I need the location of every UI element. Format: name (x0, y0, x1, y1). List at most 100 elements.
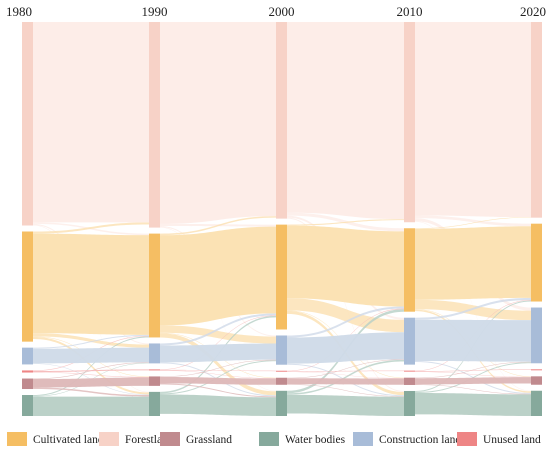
flow-cultivated-land-to-construction-land-2010-2020 (415, 299, 531, 321)
flow-grassland-to-construction-land-2000-2010 (287, 359, 404, 379)
flow-water-bodies-to-water-bodies-1980-1990 (33, 396, 149, 416)
node-grassland-2000 (276, 377, 287, 385)
node-cultivated-land-2020 (531, 223, 542, 302)
flow-grassland-to-grassland-1980-1990 (33, 377, 149, 388)
legend-label-cultivated-land: Cultivated land (33, 434, 104, 446)
node-forestland-1980 (22, 22, 33, 226)
legend-label-construction-land: Construction land (379, 434, 461, 446)
node-water-bodies-2010 (404, 390, 415, 416)
flow-water-bodies-to-water-bodies-2000-2010 (287, 394, 404, 416)
node-construction-land-2000 (276, 335, 287, 365)
flow-cultivated-land-to-construction-land-1990-2000 (160, 325, 276, 344)
flow-forestland-to-forestland-2010-2020 (415, 22, 531, 218)
node-grassland-2020 (531, 376, 542, 385)
legend-swatch-construction-land (353, 432, 373, 446)
flow-cultivated-land-to-water-bodies-1990-2000 (160, 333, 276, 396)
flow-cultivated-land-to-construction-land-2000-2010 (287, 298, 404, 333)
flow-water-bodies-to-construction-land-2010-2020 (415, 362, 531, 394)
flow-water-bodies-to-construction-land-2000-2010 (287, 359, 404, 395)
legend-swatch-unused-land (457, 432, 477, 446)
legend-swatch-water-bodies (259, 432, 279, 446)
flow-unused-land-to-grassland-1990-2000 (160, 370, 276, 379)
flow-construction-land-to-cultivated-land-2010-2020 (415, 297, 531, 320)
legend-item-grassland: Grassland (160, 432, 232, 446)
year-label-2000: 2000 (269, 4, 295, 19)
flow-cultivated-land-to-water-bodies-1980-1990 (33, 336, 149, 395)
legend-label-grassland: Grassland (186, 434, 232, 446)
node-grassland-2010 (404, 377, 415, 385)
node-layer (22, 22, 542, 416)
flow-grassland-to-water-bodies-2010-2020 (415, 384, 531, 395)
flow-forestland-to-water-bodies-2000-2010 (287, 217, 404, 393)
flow-forestland-to-forestland-1990-2000 (160, 22, 276, 224)
flow-cultivated-land-to-forestland-1990-2000 (160, 216, 276, 236)
flow-unused-land-to-grassland-1980-1990 (33, 372, 149, 378)
node-unused-land-2020 (531, 369, 542, 371)
flow-unused-land-to-unused-land-2000-2010 (287, 370, 404, 372)
legend-item-unused-land: Unused land (457, 432, 541, 446)
year-label-1980: 1980 (6, 4, 32, 19)
flow-grassland-to-water-bodies-1990-2000 (160, 383, 276, 398)
flow-cultivated-land-to-cultivated-land-2010-2020 (415, 226, 531, 300)
flow-grassland-to-grassland-1990-2000 (160, 376, 276, 385)
legend-item-water-bodies: Water bodies (259, 432, 346, 446)
node-cultivated-land-1990 (149, 233, 160, 338)
flow-cultivated-land-to-forestland-2000-2010 (287, 219, 404, 226)
flow-water-bodies-to-cultivated-land-1980-1990 (33, 336, 149, 397)
node-unused-land-1990 (149, 369, 160, 371)
node-cultivated-land-2010 (404, 228, 415, 312)
flow-grassland-to-construction-land-1990-2000 (160, 359, 276, 377)
legend-item-cultivated-land: Cultivated land (7, 432, 104, 446)
node-construction-land-1990 (149, 343, 160, 364)
node-water-bodies-1990 (149, 391, 160, 416)
node-construction-land-2020 (531, 307, 542, 364)
flow-cultivated-land-to-cultivated-land-2000-2010 (287, 225, 404, 307)
flow-forestland-to-forestland-2000-2010 (287, 22, 404, 220)
node-construction-land-1980 (22, 347, 33, 365)
flow-unused-land-to-grassland-2010-2020 (415, 371, 531, 378)
flow-construction-land-to-cultivated-land-1980-1990 (33, 334, 149, 349)
node-water-bodies-2000 (276, 390, 287, 416)
flow-construction-land-to-construction-land-2000-2010 (287, 332, 404, 364)
legend-item-construction-land: Construction land (353, 432, 461, 446)
flow-cultivated-land-to-construction-land-1980-1990 (33, 333, 149, 348)
node-forestland-2020 (531, 22, 542, 218)
year-label-1990: 1990 (142, 4, 168, 19)
flow-unused-land-to-unused-land-1980-1990 (33, 369, 149, 373)
flow-unused-land-to-unused-land-2010-2020 (415, 369, 531, 372)
flow-construction-land-to-cultivated-land-1990-2000 (160, 313, 276, 346)
flow-layer (33, 22, 531, 416)
flow-cultivated-land-to-forestland-2010-2020 (415, 217, 531, 229)
node-grassland-1980 (22, 378, 33, 390)
node-unused-land-2010 (404, 370, 415, 372)
flow-grassland-to-water-bodies-2000-2010 (287, 384, 404, 397)
node-unused-land-2000 (276, 370, 287, 372)
flow-forestland-to-forestland-1980-1990 (33, 22, 149, 223)
node-forestland-2000 (276, 22, 287, 219)
node-water-bodies-1980 (22, 395, 33, 416)
flow-construction-land-to-construction-land-2010-2020 (415, 319, 531, 362)
legend-label-water-bodies: Water bodies (285, 434, 346, 446)
year-label-2020: 2020 (520, 4, 546, 19)
node-cultivated-land-1980 (22, 231, 33, 342)
flow-grassland-to-construction-land-2010-2020 (415, 361, 531, 379)
node-cultivated-land-2000 (276, 224, 287, 330)
flow-unused-land-to-cultivated-land-1990-2000 (160, 315, 276, 370)
flow-grassland-to-grassland-2000-2010 (287, 378, 404, 385)
legend-label-unused-land: Unused land (483, 434, 541, 446)
flow-unused-land-to-unused-land-1990-2000 (160, 369, 276, 372)
legend: Cultivated land Forestland Grassland Water … (7, 432, 541, 446)
legend-swatch-grassland (160, 432, 180, 446)
node-grassland-1990 (149, 376, 160, 386)
node-construction-land-2010 (404, 317, 415, 365)
flow-grassland-to-grassland-2010-2020 (415, 377, 531, 385)
flow-cultivated-land-to-forestland-1980-1990 (33, 222, 149, 234)
flow-grassland-to-water-bodies-1980-1990 (33, 387, 149, 397)
year-label-2010: 2010 (397, 4, 423, 19)
flow-construction-land-to-cultivated-land-2000-2010 (287, 306, 404, 338)
flow-unused-land-to-grassland-2000-2010 (287, 371, 404, 379)
flow-cultivated-land-to-cultivated-land-1990-2000 (160, 226, 276, 326)
flow-construction-land-to-construction-land-1980-1990 (33, 347, 149, 364)
legend-swatch-forestland (99, 432, 119, 446)
